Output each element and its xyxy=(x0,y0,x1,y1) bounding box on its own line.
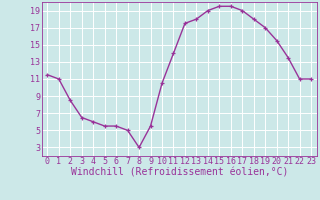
X-axis label: Windchill (Refroidissement éolien,°C): Windchill (Refroidissement éolien,°C) xyxy=(70,168,288,178)
